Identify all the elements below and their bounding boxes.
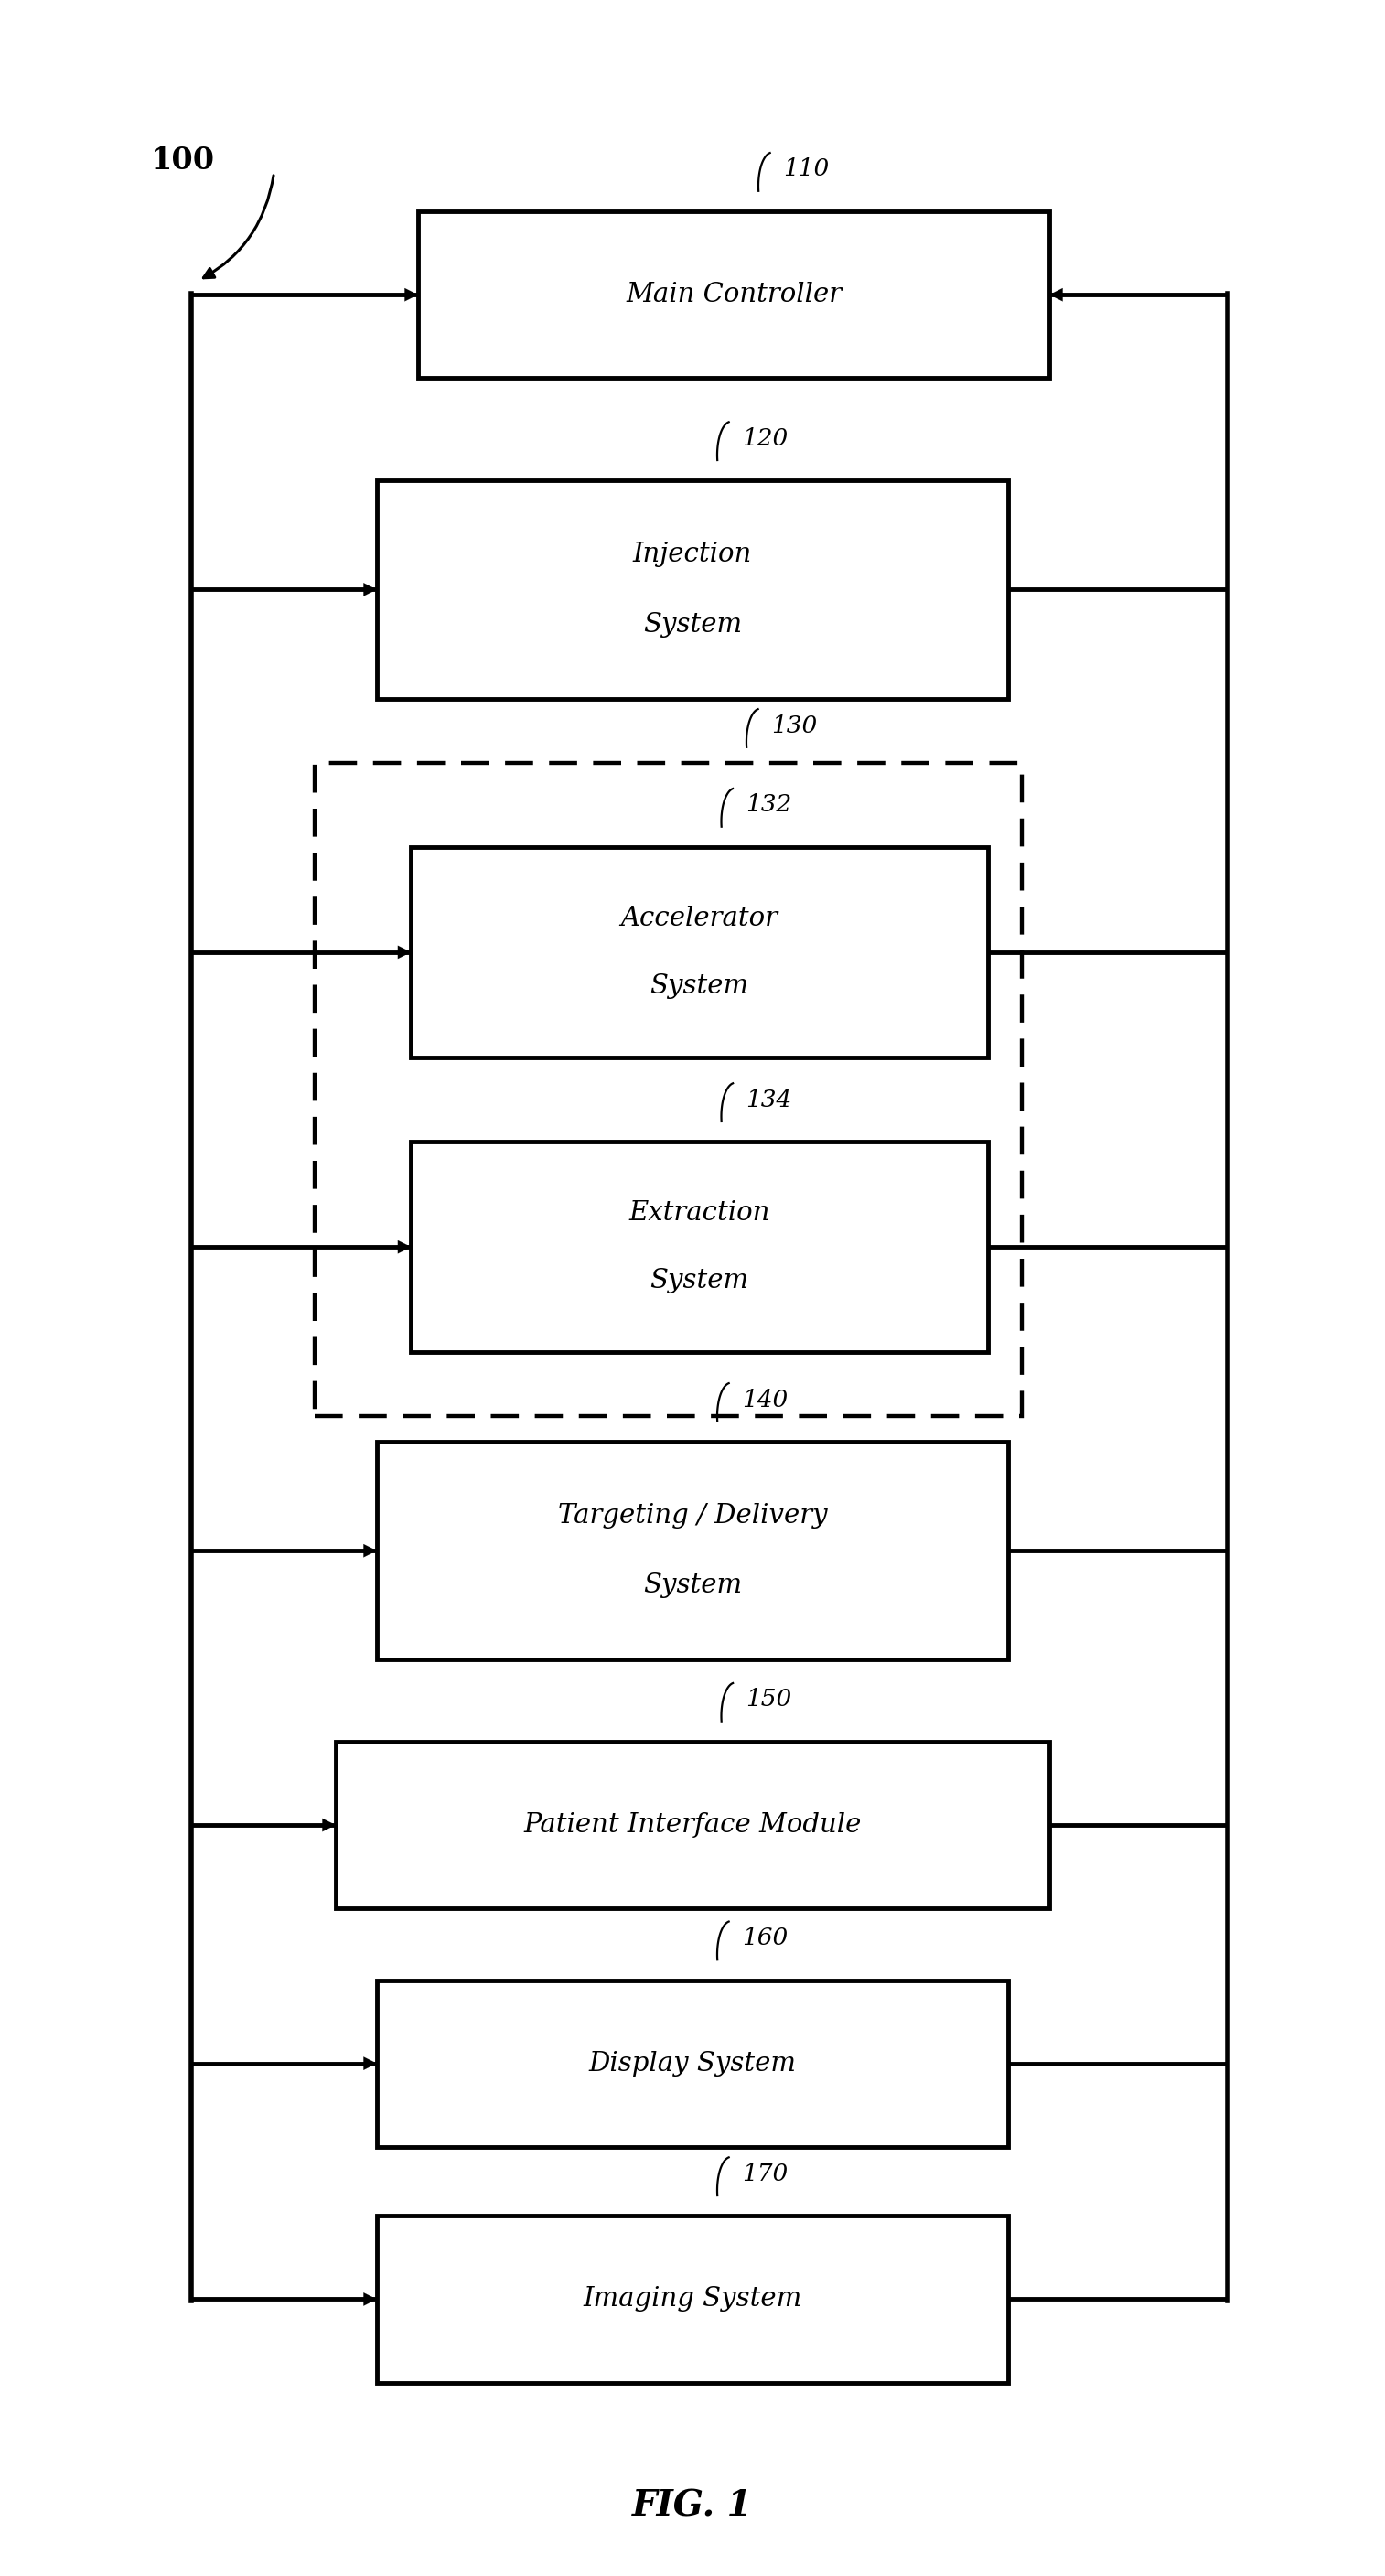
Text: 134: 134 — [747, 1087, 792, 1110]
FancyBboxPatch shape — [377, 1981, 1008, 2146]
Text: Main Controller: Main Controller — [626, 281, 842, 307]
FancyBboxPatch shape — [377, 482, 1008, 698]
Text: System: System — [650, 1267, 749, 1293]
Text: 120: 120 — [742, 428, 788, 451]
Text: 140: 140 — [742, 1388, 788, 1412]
Text: 100: 100 — [151, 144, 215, 175]
Text: 170: 170 — [742, 2161, 788, 2184]
Text: FIG. 1: FIG. 1 — [633, 2488, 752, 2522]
Text: System: System — [643, 1574, 742, 1597]
FancyBboxPatch shape — [377, 1443, 1008, 1659]
Text: 160: 160 — [742, 1927, 788, 1950]
FancyBboxPatch shape — [335, 1741, 1050, 1909]
Text: Imaging System: Imaging System — [583, 2287, 802, 2313]
Text: System: System — [650, 974, 749, 999]
Text: Targeting / Delivery: Targeting / Delivery — [558, 1502, 827, 1528]
Text: Accelerator: Accelerator — [620, 907, 778, 933]
FancyBboxPatch shape — [411, 848, 988, 1056]
Text: Injection: Injection — [633, 541, 752, 567]
Text: 132: 132 — [747, 793, 792, 817]
Text: 130: 130 — [771, 714, 817, 737]
Text: 150: 150 — [747, 1687, 792, 1710]
Text: Display System: Display System — [589, 2050, 796, 2076]
FancyBboxPatch shape — [377, 2215, 1008, 2383]
FancyBboxPatch shape — [418, 211, 1050, 379]
Text: Patient Interface Module: Patient Interface Module — [524, 1811, 861, 1837]
Text: Extraction: Extraction — [629, 1200, 770, 1226]
Text: System: System — [643, 611, 742, 636]
Text: 110: 110 — [783, 157, 830, 180]
FancyBboxPatch shape — [411, 1141, 988, 1352]
